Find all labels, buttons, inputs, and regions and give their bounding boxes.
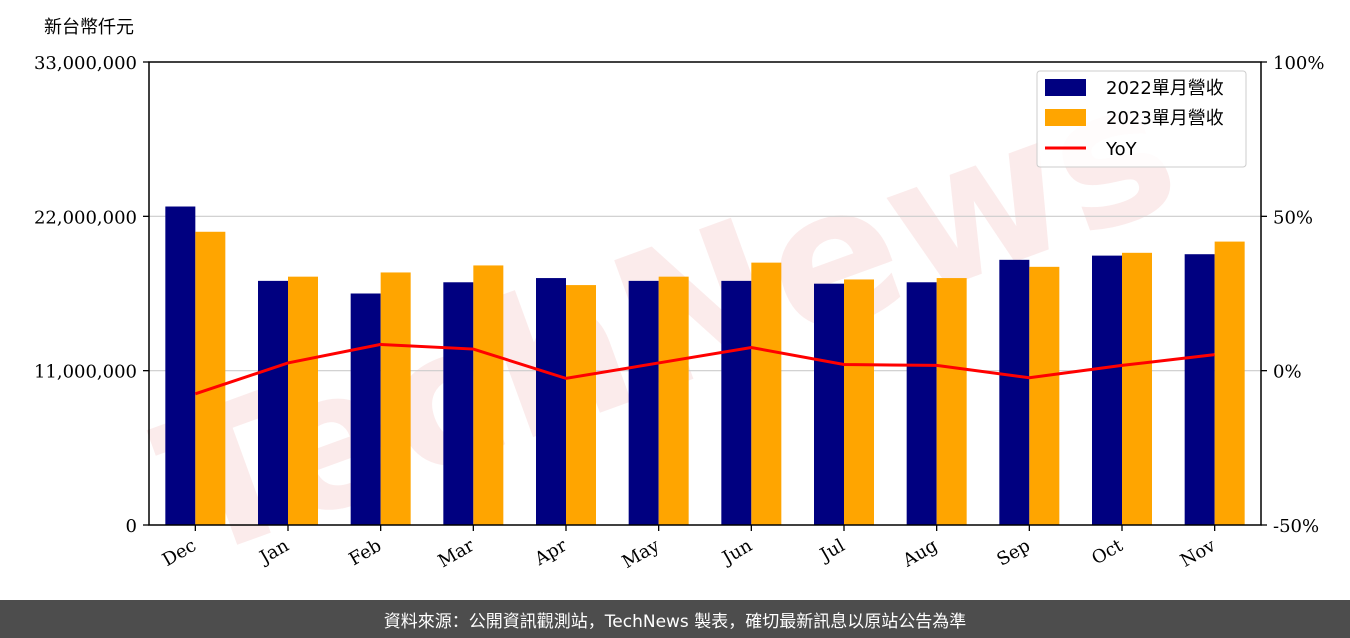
legend-swatch-2022 (1045, 79, 1086, 96)
x-tick-label-jul: Jul (815, 535, 849, 567)
x-tick-label-apr: Apr (530, 535, 570, 570)
yoy-line (194, 342, 1215, 396)
bar-2023-sep (1029, 266, 1060, 525)
x-tick-label-nov: Nov (1177, 535, 1220, 572)
y-left-tick-label: 11,000,000 (34, 362, 137, 383)
bar-2023-nov (1214, 241, 1245, 525)
plot-frame (148, 61, 1262, 526)
bar-2022-mar (443, 282, 474, 525)
bars (165, 206, 1245, 526)
source-footer: 資料來源：公開資訊觀測站，TechNews 製表，確切最新訊息以原站公告為準 (0, 600, 1350, 638)
bar-2023-jun (751, 262, 782, 525)
y-right-tick-label: 50% (1273, 207, 1313, 228)
y-right-tick-label: 0% (1273, 362, 1302, 383)
bar-2022-apr (536, 278, 566, 525)
bar-2022-feb (350, 293, 381, 525)
x-tick-label-aug: Aug (899, 535, 942, 572)
bar-2022-jun (721, 280, 752, 525)
bar-2023-dec (195, 231, 226, 525)
x-tick-label-mar: Mar (435, 535, 479, 572)
bar-2022-jul (814, 283, 844, 525)
bar-2023-jul (844, 279, 874, 525)
bar-2022-may (628, 280, 659, 525)
bar-2023-aug (936, 278, 967, 525)
y-left-tick-label: 33,000,000 (34, 53, 137, 74)
bar-2022-dec (165, 206, 196, 525)
legend-swatch-2023 (1045, 109, 1086, 126)
bar-2022-nov (1184, 254, 1215, 525)
legend-label-2022: 2022單月營收 (1106, 78, 1224, 99)
bar-2022-aug (906, 282, 937, 525)
legend-label-2023: 2023單月營收 (1106, 108, 1224, 129)
bar-2022-oct (1092, 255, 1122, 526)
bar-2023-apr (566, 285, 596, 525)
bar-2023-mar (473, 265, 504, 525)
x-tick-label-sep: Sep (993, 535, 1033, 570)
unit-label: 新台幣仟元 (44, 17, 134, 38)
y-left-tick-label: 22,000,000 (34, 207, 137, 228)
axes (148, 61, 1262, 526)
bar-2023-jan (288, 276, 318, 525)
bar-2023-may (658, 276, 689, 525)
bar-2022-sep (999, 259, 1030, 525)
legend-label-yoy: YoY (1105, 139, 1138, 160)
x-tick-label-jun: Jun (717, 535, 756, 570)
legend-box (1036, 70, 1247, 168)
bar-2022-jan (258, 280, 288, 525)
y-right-tick-label: 100% (1273, 53, 1324, 74)
bar-2023-oct (1122, 252, 1152, 525)
y-left-tick-label: 0 (126, 516, 137, 537)
chart: 新台幣仟元 TechNews 011,000,00022,000,00033,0… (34, 17, 1325, 600)
legend: 2022單月營收 2023單月營收 YoY (1036, 70, 1247, 168)
bar-2023-feb (380, 272, 411, 525)
x-tick-label-oct: Oct (1088, 535, 1127, 570)
x-tick-label-may: May (619, 535, 664, 573)
y-right-tick-label: -50% (1273, 516, 1319, 537)
yoy-line-layer (194, 342, 1215, 396)
